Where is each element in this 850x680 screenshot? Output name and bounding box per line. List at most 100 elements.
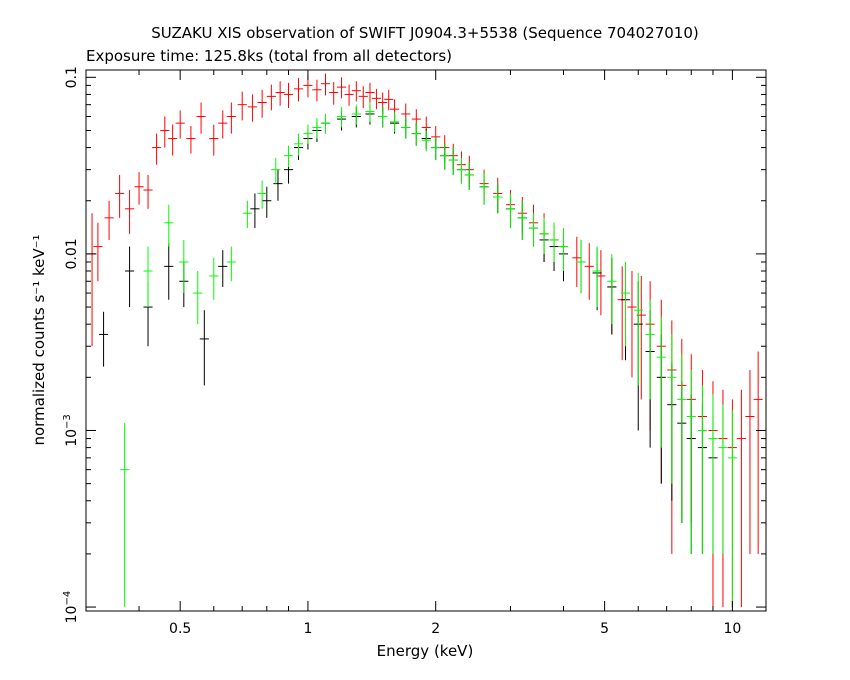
data-point [736,389,746,608]
data-point [421,130,431,152]
series-2 [99,104,718,554]
data-point [193,271,203,325]
data-point [505,193,516,229]
data-point [152,133,162,165]
data-point [143,174,153,209]
data-point [93,222,103,282]
data-point [686,370,696,554]
data-point [312,117,322,139]
data-point [242,200,252,229]
x-tick-label: 10 [723,621,741,637]
data-point [226,246,236,282]
data-point [266,84,276,111]
y-tick-label: 10−4 [62,591,80,624]
x-tick-label: 2 [431,621,440,637]
y-axis-label: normalized counts s⁻¹ keV⁻¹ [30,234,48,445]
data-point [143,246,153,308]
data-point [431,136,441,161]
data-point [584,243,594,300]
data-point [226,102,236,134]
data-point [320,113,331,134]
data-point [329,82,339,105]
data-point [283,145,294,168]
y-tick-label: 0.1 [64,66,80,88]
data-point [745,370,755,554]
data-point [168,124,178,156]
data-point [358,86,368,109]
data-point [196,102,206,134]
data-point [627,271,637,378]
data-point [645,299,655,400]
data-point [120,423,130,608]
data-point [250,193,260,229]
data-point [558,228,569,272]
data-point [293,133,304,156]
data-point [218,250,228,287]
data-point [257,89,267,118]
data-point [218,110,228,139]
data-point [493,183,503,214]
plot-frame [85,69,767,612]
chart-title: SUZAKU XIS observation of SWIFT J0904.3+… [151,24,699,42]
data-point [262,186,272,218]
data-point [336,77,347,99]
data-point [160,116,170,148]
axis-ticks: 0.5 1 2 5 10 10−4 10−3 0.01 0.1 [62,66,766,637]
data-point [371,88,381,110]
data-point [125,246,135,308]
data-point [179,239,189,294]
data-point [539,217,549,254]
data-point [273,169,283,201]
data-point [549,222,559,262]
data-point [199,310,209,386]
data-point [479,172,489,205]
data-point [283,82,294,109]
data-point [336,106,347,128]
data-point [592,246,602,308]
x-tick-label: 5 [600,621,609,637]
data-point [365,82,375,104]
data-point [237,91,247,121]
data-point [271,157,281,184]
data-point [247,94,257,122]
data-point [303,124,313,144]
data-point [390,112,400,133]
data-point [365,102,375,122]
data-point [440,143,450,170]
data-point [209,257,219,300]
data-point [753,351,763,554]
data-point [517,200,527,240]
data-point [351,104,361,125]
data-point [576,239,586,294]
data-point [164,243,174,300]
data-point [344,84,354,106]
data-point [275,81,285,106]
data-point [528,213,539,247]
data-point [351,81,361,102]
data-point [378,106,388,128]
data-point [727,410,737,608]
data-point [656,316,666,448]
data-point [99,311,109,367]
y-tick-label: 10−3 [62,414,80,447]
data-point [312,79,322,102]
chart-subtitle: Exposure time: 125.8ks (total from all d… [86,47,452,65]
x-tick-label: 0.5 [169,621,191,637]
data-point [87,213,97,347]
data-point [620,261,631,347]
data-point [456,157,467,184]
data-point [125,190,135,234]
data-point [293,78,304,102]
data-point [164,204,174,247]
data-point [257,180,267,209]
plot-area [87,73,763,608]
data-point [115,174,125,218]
data-point [677,354,687,523]
data-point [607,253,617,325]
data-point [411,123,421,146]
data-point [401,117,411,139]
x-tick-label: 1 [303,621,312,637]
data-point [718,404,728,554]
data-point [697,385,707,554]
